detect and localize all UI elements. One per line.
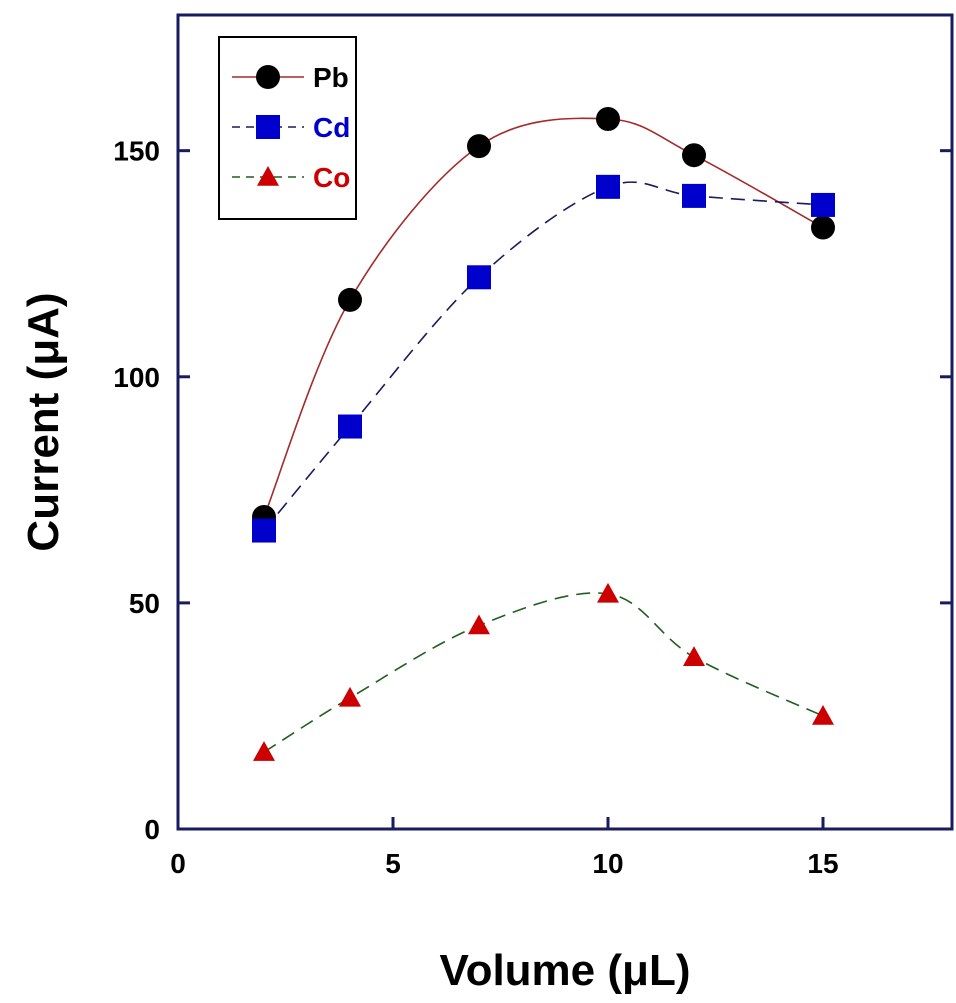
legend-marker-cd <box>256 115 280 139</box>
data-point-pb <box>682 143 706 168</box>
data-point-cd <box>338 414 362 439</box>
data-point-co <box>339 686 361 707</box>
data-point-cd <box>596 174 620 199</box>
y-tick-label: 0 <box>144 814 160 845</box>
x-tick-label: 15 <box>807 848 838 879</box>
legend: Pb Cd Co <box>218 36 357 220</box>
series-line-cd <box>263 181 824 532</box>
legend-label-pb: Pb <box>313 62 349 93</box>
x-tick-label: 5 <box>385 848 401 879</box>
y-axis-title: Current (μA) <box>19 292 68 551</box>
series-line-co <box>263 592 824 753</box>
x-tick-label: 0 <box>170 848 186 879</box>
data-point-co <box>812 704 834 725</box>
data-point-pb <box>811 215 835 240</box>
legend-marker-pb <box>256 65 280 89</box>
data-point-cd <box>811 192 835 217</box>
data-point-co <box>683 646 705 666</box>
x-tick-label: 10 <box>592 848 623 879</box>
x-axis-title: Volume (μL) <box>440 946 691 995</box>
series-layer <box>252 107 835 761</box>
series-line-pb <box>263 117 824 518</box>
data-point-co <box>468 614 490 635</box>
data-point-cd <box>682 183 706 208</box>
data-point-cd <box>467 265 491 290</box>
plot-frame <box>176 13 954 831</box>
data-point-cd <box>252 518 276 543</box>
data-point-pb <box>467 134 491 159</box>
data-point-co <box>253 741 275 761</box>
data-point-pb <box>596 107 620 132</box>
data-point-pb <box>338 287 362 312</box>
legend-label-co: Co <box>313 162 350 193</box>
legend-label-cd: Cd <box>313 112 350 143</box>
legend-box <box>218 36 357 220</box>
y-tick-label: 150 <box>113 136 160 167</box>
y-tick-label: 50 <box>129 588 160 619</box>
data-point-co <box>597 582 619 603</box>
legend-marker-co <box>257 166 279 186</box>
y-tick-label: 100 <box>113 362 160 393</box>
